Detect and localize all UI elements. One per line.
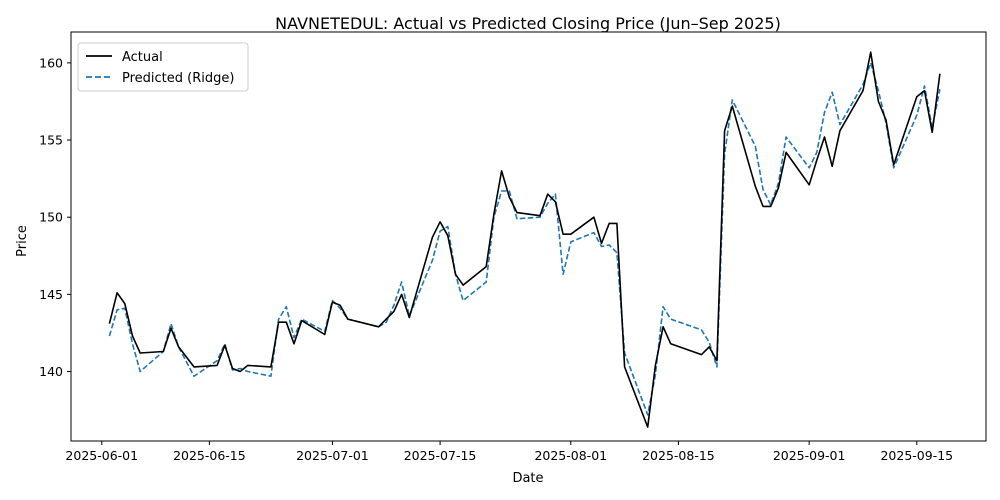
y-tick-label: 160: [39, 55, 63, 70]
series-layer: [108, 51, 941, 428]
legend-box: [77, 42, 249, 92]
y-tick-label: 150: [39, 210, 63, 225]
x-tick-label: 2025-07-15: [404, 448, 477, 463]
y-axis-label: Price: [15, 225, 30, 257]
series-actual-line: [108, 51, 941, 428]
plot-frame: [70, 31, 987, 442]
x-tick-label: 2025-08-15: [642, 448, 715, 463]
legend-label-predicted: Predicted (Ridge): [122, 71, 234, 86]
x-tick-label: 2025-08-01: [534, 448, 607, 463]
x-tick-label: 2025-09-15: [880, 448, 953, 463]
x-axis: 2025-06-01 2025-06-15 2025-07-01 2025-07-15…: [65, 441, 953, 463]
y-tick-label: 155: [39, 133, 63, 148]
legend: Actual Predicted (Ridge): [77, 42, 249, 92]
series-predicted-line: [108, 62, 941, 416]
legend-label-actual: Actual: [122, 50, 163, 65]
x-axis-label: Date: [512, 471, 543, 486]
x-tick-label: 2025-07-01: [296, 448, 369, 463]
y-axis: 140 145 150 155 160: [39, 55, 71, 379]
y-tick-label: 140: [39, 364, 63, 379]
x-tick-label: 2025-06-15: [173, 448, 246, 463]
chart-title: NAVNETEDUL: Actual vs Predicted Closing …: [275, 14, 781, 33]
x-tick-label: 2025-09-01: [773, 448, 846, 463]
y-tick-label: 145: [39, 287, 63, 302]
x-tick-label: 2025-06-01: [65, 448, 138, 463]
